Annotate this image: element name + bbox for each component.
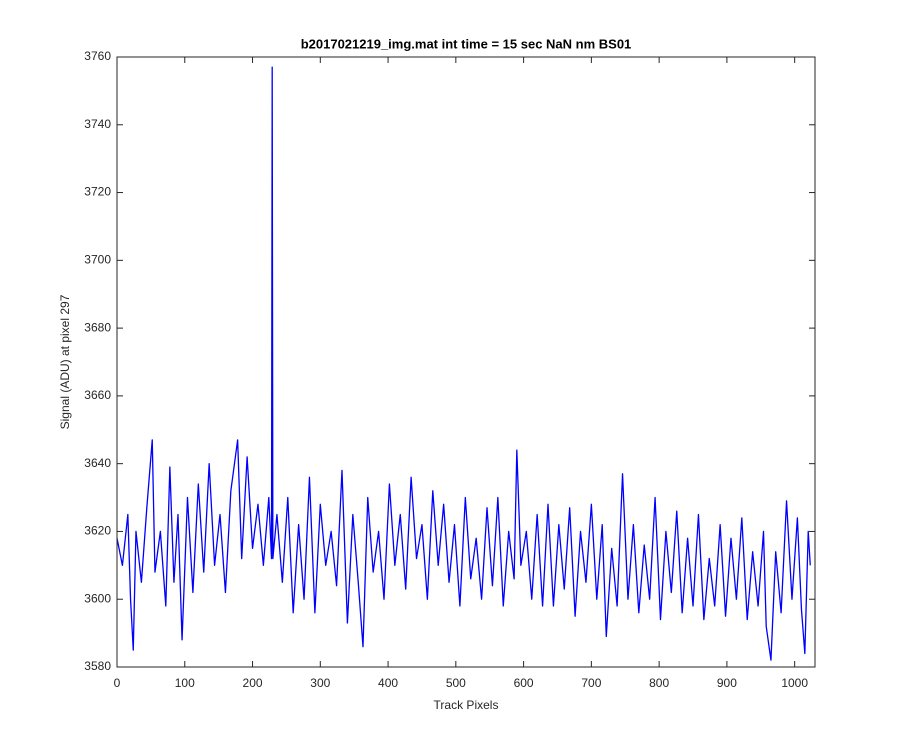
y-tick-label: 3700	[84, 253, 111, 267]
x-tick-label: 800	[649, 676, 669, 690]
data-line	[116, 66, 811, 661]
x-tick-label: 900	[717, 676, 737, 690]
x-tick-label: 200	[243, 676, 263, 690]
x-axis-label: Track Pixels	[434, 698, 499, 712]
y-tick-label: 3620	[84, 524, 111, 538]
y-tick-label: 3760	[84, 49, 111, 63]
x-tick-label: 500	[446, 676, 466, 690]
x-tick-label: 300	[310, 676, 330, 690]
y-tick-label: 3720	[84, 185, 111, 199]
y-axis-label: Signal (ADU) at pixel 297	[58, 294, 72, 429]
y-tick-label: 3660	[84, 388, 111, 402]
y-tick-label: 3600	[84, 591, 111, 605]
x-tick-label: 600	[514, 676, 534, 690]
x-tick-label: 0	[114, 676, 121, 690]
y-tick-label: 3580	[84, 659, 111, 673]
y-tick-label: 3640	[84, 456, 111, 470]
x-tick-label: 100	[175, 676, 195, 690]
plot-frame	[116, 56, 816, 668]
y-tick-label: 3680	[84, 320, 111, 334]
x-tick-label: 700	[581, 676, 601, 690]
x-tick-label: 1000	[781, 676, 808, 690]
x-tick-label: 400	[378, 676, 398, 690]
chart-title: b2017021219_img.mat int time = 15 sec Na…	[301, 36, 632, 51]
y-tick-label: 3740	[84, 117, 111, 131]
